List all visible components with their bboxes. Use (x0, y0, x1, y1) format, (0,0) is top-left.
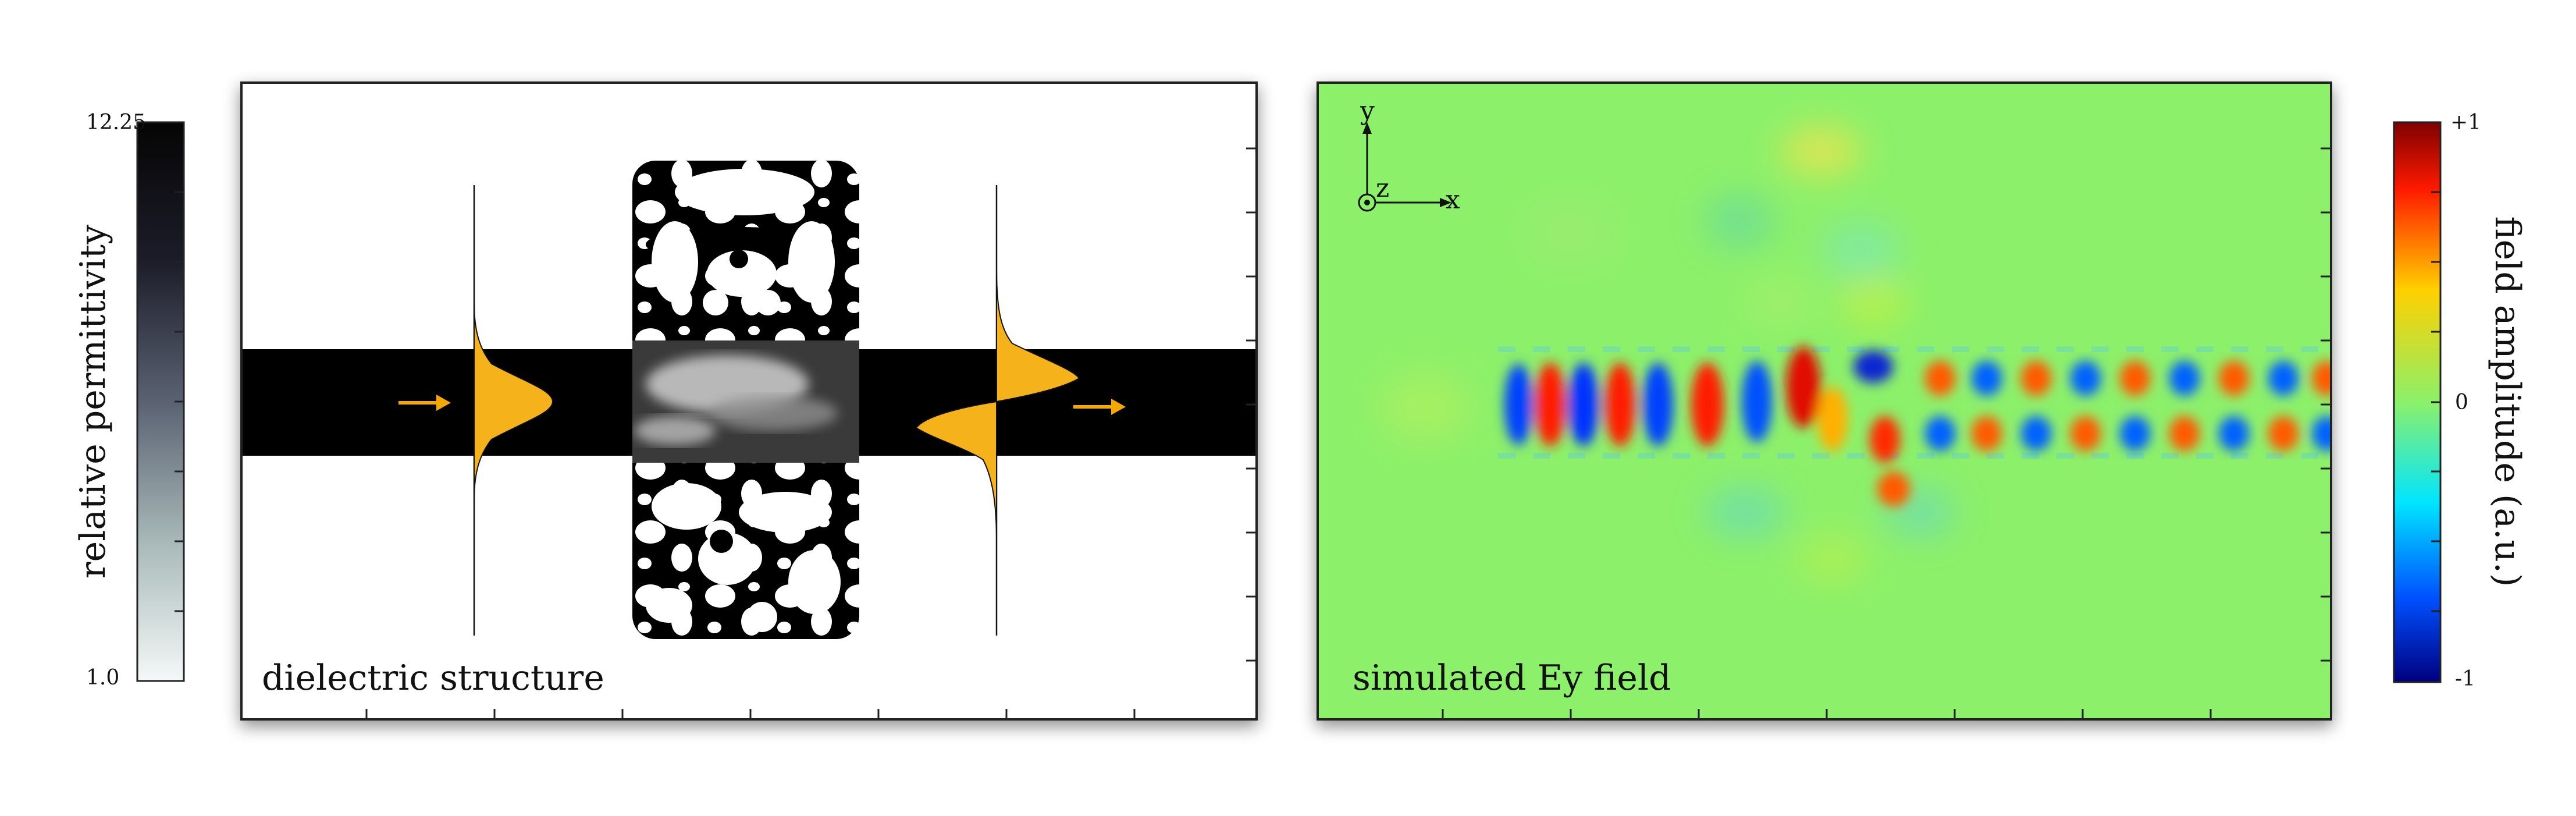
axis-x-label: x (1446, 185, 1460, 215)
permittivity-max-label: 12.25 (86, 111, 146, 134)
field-axis-label: field amplitude (a.u.) (2487, 217, 2528, 587)
optimized-dielectric-region (632, 161, 859, 639)
ey-field-caption: simulated Ey field (1353, 658, 1671, 698)
output-mode-field-lobes (1925, 361, 2331, 451)
right-panel-ticks (1442, 147, 2331, 719)
axis-y-label: y (1360, 96, 1375, 126)
output-mode-profile-lower (915, 400, 997, 542)
field-background-variations (1379, 128, 1955, 582)
input-arrow-icon (399, 395, 451, 411)
dielectric-structure-caption: dielectric structure (262, 658, 604, 698)
field-min-label: -1 (2455, 667, 2475, 691)
field-amplitude-colorbar: +1 0 -1 field amplitude (a.u.) (2393, 111, 2528, 691)
input-mode-profile (474, 302, 554, 501)
dielectric-structure-panel: dielectric structure (240, 81, 1258, 721)
permittivity-min-label: 1.0 (86, 666, 119, 690)
field-mid-label: 0 (2455, 391, 2468, 414)
coordinate-axes-icon (1358, 122, 1451, 212)
output-mode-profile-upper (996, 267, 1080, 403)
input-mode-field-lobes (1504, 346, 1910, 506)
left-panel-ticks (365, 147, 1257, 719)
ey-field-panel: y z x simulated Ey field (1317, 81, 2332, 721)
permittivity-colorbar: 12.25 1.0 relative permittivity (73, 111, 185, 690)
permittivity-axis-label: relative permittivity (73, 225, 113, 579)
permittivity-ticks (175, 191, 184, 612)
field-ticks (2431, 191, 2440, 612)
axis-z-label: z (1376, 173, 1389, 203)
output-arrow-icon (1073, 399, 1126, 415)
field-max-label: +1 (2450, 111, 2481, 134)
